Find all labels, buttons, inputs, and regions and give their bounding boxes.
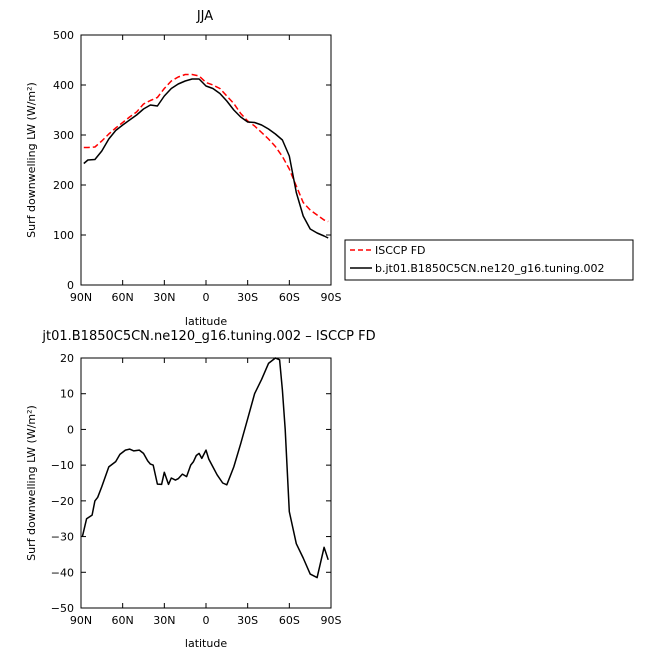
y-tick-label: 10 [60,388,74,401]
bottom-x-axis: 90N 60N 30N 0 30S 60S 90S [70,358,342,627]
y-tick-label: 400 [53,79,74,92]
y-tick-label: 20 [60,352,74,365]
legend-box [344,239,634,281]
top-y-axis-label: Surf downwelling LW (W/m²) [25,82,38,238]
y-tick-label: 500 [53,29,74,42]
x-tick-label: 0 [203,614,210,627]
y-tick-label: 200 [53,179,74,192]
legend-label-isccp: ISCCP FD [375,244,426,257]
bottom-y-axis-label: Surf downwelling LW (W/m²) [25,405,38,561]
top-series-group [83,73,329,239]
x-tick-label: 90N [70,614,92,627]
y-tick-label: 0 [67,423,74,436]
top-x-axis-label: latitude [185,315,227,328]
series-line-0 [81,357,329,579]
x-tick-label: 90S [321,614,342,627]
x-tick-label: 30N [153,291,175,304]
x-tick-label: 60N [112,614,134,627]
bottom-plot-frame [80,357,332,609]
x-tick-label: 60S [279,614,300,627]
x-tick-label: 90N [70,291,92,304]
x-tick-label: 60S [279,291,300,304]
bottom-panel: jt01.B1850C5CN.ne120_g16.tuning.002 – IS… [25,329,376,650]
bottom-y-axis: −50 −40 −30 −20 −10 0 10 20 [51,352,331,615]
x-tick-label: 30S [237,291,258,304]
bottom-series-group [81,357,329,579]
y-tick-label: −10 [51,459,74,472]
x-tick-label: 0 [203,291,210,304]
series-line-0 [83,73,329,223]
legend-label-model: b.jt01.B1850C5CN.ne120_g16.tuning.002 [375,262,604,275]
series-line-1 [83,78,329,239]
x-tick-label: 30N [153,614,175,627]
y-tick-label: 100 [53,229,74,242]
y-tick-label: −40 [51,566,74,579]
x-tick-label: 30S [237,614,258,627]
top-panel-title: JJA [196,9,213,24]
y-tick-label: 0 [67,279,74,292]
y-tick-label: −50 [51,602,74,615]
top-panel: JJA 0 100 200 300 400 500 90N 60N 30N 0 30S 60S 90S… [25,9,342,328]
x-tick-label: 60N [112,291,134,304]
x-tick-label: 90S [321,291,342,304]
bottom-x-axis-label: latitude [185,637,227,650]
bottom-panel-title: jt01.B1850C5CN.ne120_g16.tuning.002 – IS… [41,329,375,344]
y-tick-label: 300 [53,129,74,142]
top-x-axis: 90N 60N 30N 0 30S 60S 90S [70,35,342,304]
legend: ISCCP FD b.jt01.B1850C5CN.ne120_g16.tuni… [344,239,634,281]
top-y-axis: 0 100 200 300 400 500 [53,29,331,292]
y-tick-label: −20 [51,495,74,508]
y-tick-label: −30 [51,531,74,544]
top-plot-frame [80,34,332,286]
